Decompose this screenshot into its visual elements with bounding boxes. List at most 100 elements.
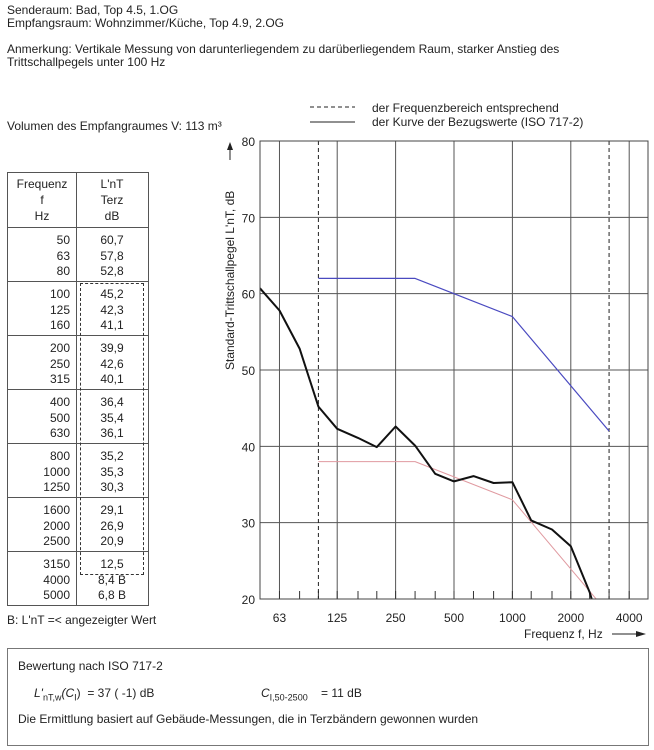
level-cell: 60,7 xyxy=(100,233,124,247)
ci-value: = 11 dB xyxy=(321,686,362,700)
lnw-sub: nT,w xyxy=(42,692,62,703)
level-cell: 29,1 xyxy=(100,503,124,517)
table-group: 400 500 630 36,4 35,4 36,1 xyxy=(8,389,148,443)
x-tick-label: 500 xyxy=(444,611,464,625)
header-val: dB xyxy=(104,209,120,223)
level-cell: 12,5 xyxy=(100,557,124,571)
table-footnote: B: L'nT =< angezeigter Wert xyxy=(7,613,157,627)
lnw-value: = 37 ( -1) dB xyxy=(87,686,155,700)
table-group: 800 1000 1250 35,2 35,3 30,3 xyxy=(8,443,148,497)
x-axis-label: Frequenz f, Hz xyxy=(524,627,603,641)
receiver-room: Empfangsraum: Wohnzimmer/Küche, Top 4.9,… xyxy=(7,16,285,30)
freq-cell: 500 xyxy=(49,410,70,425)
table-header: Frequenz f Hz L'nT Terz dB xyxy=(8,173,148,227)
plot-frame xyxy=(259,140,649,600)
freq-cell: 200 xyxy=(49,341,70,355)
level-cell: 42,6 xyxy=(100,356,124,371)
y-tick-label: 30 xyxy=(242,517,256,531)
x-tick-label: 2000 xyxy=(557,611,584,625)
frequency-range-box xyxy=(80,283,144,575)
freq-cell: 630 xyxy=(49,426,70,440)
freq-cell: 315 xyxy=(49,372,70,386)
freq-cell: 50 xyxy=(56,233,70,247)
sender-room: Senderaum: Bad, Top 4.5, 1.OG xyxy=(7,3,179,17)
freq-cell: 2500 xyxy=(43,534,70,548)
level-cell: 57,8 xyxy=(100,248,124,263)
y-axis-arrowhead-icon xyxy=(227,142,233,150)
freq-cell: 63 xyxy=(56,248,70,263)
y-tick-label: 20 xyxy=(242,593,256,607)
table-group: 200 250 315 39,9 42,6 40,1 xyxy=(8,335,148,389)
freq-cell: 250 xyxy=(49,356,70,371)
lnw-ci: (C xyxy=(61,686,75,700)
level-cell: 35,3 xyxy=(100,464,124,479)
ci-rating: CI,50-2500 = 11 dB xyxy=(261,686,362,704)
level-cell: 45,2 xyxy=(100,287,124,301)
legend-dashed-label: der Frequenzbereich entsprechend xyxy=(372,101,559,115)
header-freq: Hz xyxy=(34,209,50,223)
y-tick-label: 70 xyxy=(242,211,256,225)
freq-cell: 2000 xyxy=(43,518,70,533)
note-line-1: Anmerkung: Vertikale Messung von darunte… xyxy=(7,42,560,56)
y-axis-label: Standard-Trittschallpegel L'nT, dB xyxy=(223,191,237,370)
header-val: Terz xyxy=(100,193,124,207)
table-group: 100 125 160 45,2 42,3 41,1 xyxy=(8,281,148,335)
table-group: 1600 2000 2500 29,1 26,9 20,9 xyxy=(8,497,148,551)
level-cell: 35,2 xyxy=(100,449,124,463)
evaluation-title: Bewertung nach ISO 717-2 xyxy=(18,659,163,673)
x-tick-label: 4000 xyxy=(616,611,643,625)
level-cell: 36,4 xyxy=(100,395,124,409)
y-tick-label: 80 xyxy=(242,135,256,149)
table-group: 50 63 80 60,7 57,8 52,8 xyxy=(8,227,148,281)
freq-cell: 800 xyxy=(49,449,70,463)
ci-sub: I,50-2500 xyxy=(269,692,308,703)
level-cell: 52,8 xyxy=(100,264,124,278)
y-tick-label: 60 xyxy=(242,288,256,302)
legend-solid-label: der Kurve der Bezugswerte (ISO 717-2) xyxy=(372,115,584,129)
level-cell: 8,4 B xyxy=(97,572,127,587)
freq-cell: 4000 xyxy=(43,572,70,587)
freq-cell: 3150 xyxy=(43,557,70,571)
freq-cell: 5000 xyxy=(43,588,70,602)
table-group: 3150 4000 5000 12,5 8,4 B 6,8 B xyxy=(8,551,148,605)
freq-cell: 1000 xyxy=(43,464,70,479)
level-cell: 40,1 xyxy=(100,372,124,386)
level-cell: 26,9 xyxy=(100,518,124,533)
header-freq: Frequenz xyxy=(16,177,68,191)
y-tick-label: 50 xyxy=(242,364,256,378)
freq-cell: 160 xyxy=(49,318,70,332)
freq-cell: 400 xyxy=(49,395,70,409)
lnw-ci-sub: I xyxy=(74,692,77,703)
evaluation-box: Bewertung nach ISO 717-2 L'nT,w(CI) = 37… xyxy=(7,648,649,746)
level-cell: 20,9 xyxy=(100,534,124,548)
note-line-2: Trittschallpegels unter 100 Hz xyxy=(7,55,166,69)
y-tick-label: 40 xyxy=(242,440,256,454)
level-cell: 30,3 xyxy=(100,480,124,494)
x-tick-label: 63 xyxy=(273,611,287,625)
x-tick-label: 125 xyxy=(327,611,347,625)
level-cell: 41,1 xyxy=(100,318,124,332)
volume-text: Volumen des Empfangraumes V: 113 m³ xyxy=(7,119,222,133)
series-line-1 xyxy=(318,277,610,432)
level-cell: 42,3 xyxy=(100,302,124,317)
x-tick-label: 250 xyxy=(386,611,406,625)
freq-cell: 80 xyxy=(56,264,70,278)
evaluation-basis: Die Ermittlung basiert auf Gebäude-Messu… xyxy=(18,712,479,726)
lnw-symbol: L' xyxy=(34,686,43,700)
freq-cell: 100 xyxy=(49,287,70,301)
header-freq: f xyxy=(40,193,44,207)
lnw-close: ) xyxy=(76,686,81,700)
level-cell: 6,8 B xyxy=(97,588,127,602)
level-cell: 36,1 xyxy=(100,426,124,440)
level-cell: 39,9 xyxy=(100,341,124,355)
series-line-0 xyxy=(260,287,593,599)
series-line-2 xyxy=(318,461,597,599)
freq-cell: 1600 xyxy=(43,503,70,517)
x-tick-label: 1000 xyxy=(499,611,526,625)
level-cell: 35,4 xyxy=(100,410,124,425)
ci-symbol: C xyxy=(261,686,270,700)
freq-cell: 125 xyxy=(49,302,70,317)
measurement-table: Frequenz f Hz L'nT Terz dB 50 63 80 60,7 57,… xyxy=(7,172,149,606)
